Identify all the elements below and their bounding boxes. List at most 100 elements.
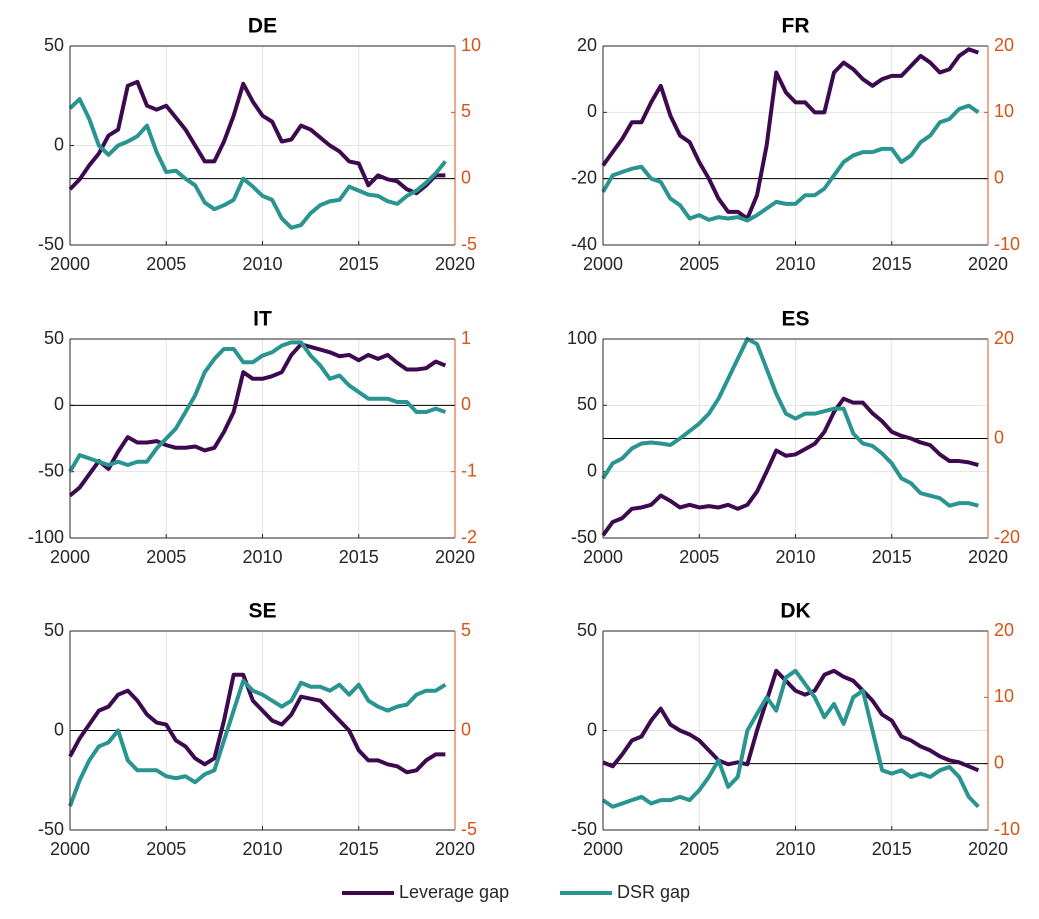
x-tick-label: 2020 — [435, 254, 475, 274]
series-line — [68, 340, 447, 473]
panel-title: IT — [253, 308, 272, 331]
x-tick-label: 2020 — [968, 839, 1008, 859]
y-tick-label: 50 — [44, 35, 64, 55]
series-line — [601, 103, 980, 223]
x-tick-label: 2000 — [583, 254, 623, 274]
x-tick-label: 2005 — [679, 547, 719, 567]
y-tick-label: -50 — [571, 819, 597, 839]
x-tick-label: 2015 — [872, 547, 912, 567]
panel-title: ES — [781, 308, 809, 331]
x-tick-label: 2010 — [775, 547, 815, 567]
x-tick-label: 2020 — [435, 839, 475, 859]
x-tick-label: 2015 — [872, 839, 912, 859]
panel: IT 2000 2005 2010 2015 2020 -100 -50 0 50 -2 -1 0 1 — [28, 308, 477, 567]
y2-tick-label: 10 — [994, 686, 1014, 706]
y-tick-label: -100 — [28, 527, 64, 547]
y-tick-label: 50 — [577, 620, 597, 640]
y2-tick-label: 20 — [994, 620, 1014, 640]
y-tick-label: -50 — [38, 819, 64, 839]
y-tick-label: 0 — [54, 719, 64, 739]
series-line — [601, 47, 980, 221]
x-tick-label: 2005 — [679, 254, 719, 274]
y-tick-label: 0 — [587, 719, 597, 739]
y2-tick-label: -1 — [461, 460, 477, 480]
y-tick-label: 0 — [54, 394, 64, 414]
y2-tick-label: -5 — [461, 819, 477, 839]
x-tick-label: 2000 — [50, 839, 90, 859]
x-tick-label: 2020 — [968, 254, 1008, 274]
x-tick-label: 2010 — [775, 254, 815, 274]
y2-tick-label: 0 — [994, 167, 1004, 187]
y2-tick-label: -20 — [994, 527, 1020, 547]
y2-tick-label: 0 — [461, 719, 471, 739]
y-tick-label: 50 — [44, 620, 64, 640]
y-tick-label: -50 — [38, 460, 64, 480]
y2-tick-label: 20 — [994, 328, 1014, 348]
x-tick-label: 2005 — [146, 254, 186, 274]
panel: DK 2000 2005 2010 2015 2020 -50 0 50 -10 0 10 20 — [571, 600, 1020, 859]
series-line — [601, 668, 980, 809]
y2-tick-label: 0 — [461, 167, 471, 187]
series-line — [68, 79, 446, 196]
panel: ES 2000 2005 2010 2015 2020 -50 0 50 100 -20 0 20 — [567, 308, 1020, 567]
series-line — [68, 678, 447, 807]
x-tick-label: 2015 — [339, 254, 379, 274]
legend-label: Leverage gap — [399, 882, 509, 902]
panel-title: FR — [782, 15, 810, 38]
series-line — [601, 337, 979, 508]
y2-tick-label: -10 — [994, 234, 1020, 254]
series-line — [68, 672, 446, 775]
x-tick-label: 2000 — [583, 839, 623, 859]
y-tick-label: 100 — [567, 328, 597, 348]
series-line — [602, 668, 980, 773]
series-line — [68, 97, 447, 230]
x-tick-label: 2010 — [775, 839, 815, 859]
x-tick-label: 2010 — [242, 547, 282, 567]
y-tick-label: 0 — [54, 134, 64, 154]
y2-tick-label: 5 — [461, 620, 471, 640]
y-tick-label: 50 — [577, 394, 597, 414]
panel-title: SE — [248, 600, 276, 623]
y2-tick-label: -2 — [461, 527, 477, 547]
panel: FR 2000 2005 2010 2015 2020 -40 -20 0 20 -10 0 10 20 — [571, 15, 1020, 274]
y-tick-label: 20 — [577, 35, 597, 55]
series-line — [601, 396, 979, 537]
y2-tick-label: -10 — [994, 819, 1020, 839]
x-tick-label: 2010 — [242, 839, 282, 859]
x-tick-label: 2005 — [146, 839, 186, 859]
y2-tick-label: 1 — [461, 328, 471, 348]
y-tick-label: -20 — [571, 167, 597, 187]
y-tick-label: -50 — [571, 527, 597, 547]
y-tick-label: -50 — [38, 234, 64, 254]
x-tick-label: 2000 — [50, 547, 90, 567]
y2-tick-label: 10 — [461, 35, 481, 55]
y2-tick-label: 0 — [994, 752, 1004, 772]
x-tick-label: 2020 — [435, 547, 475, 567]
panel-title: DK — [780, 600, 810, 623]
x-tick-label: 2005 — [679, 839, 719, 859]
y2-tick-label: 0 — [994, 427, 1004, 447]
x-tick-label: 2015 — [339, 547, 379, 567]
x-tick-label: 2000 — [583, 547, 623, 567]
legend-label: DSR gap — [617, 882, 690, 902]
panel-title: DE — [248, 15, 277, 38]
y-tick-label: 0 — [587, 101, 597, 121]
legend: Leverage gap DSR gap — [342, 882, 690, 902]
x-tick-label: 2015 — [339, 839, 379, 859]
y2-tick-label: 20 — [994, 35, 1014, 55]
series-line — [68, 342, 447, 498]
y2-tick-label: 0 — [461, 394, 471, 414]
y-tick-label: -40 — [571, 234, 597, 254]
y2-tick-label: 5 — [461, 101, 471, 121]
x-tick-label: 2000 — [50, 254, 90, 274]
x-tick-label: 2015 — [872, 254, 912, 274]
x-tick-label: 2005 — [146, 547, 186, 567]
y-tick-label: 0 — [587, 460, 597, 480]
x-tick-label: 2020 — [968, 547, 1008, 567]
x-tick-label: 2010 — [242, 254, 282, 274]
y2-tick-label: 10 — [994, 101, 1014, 121]
y2-tick-label: -5 — [461, 234, 477, 254]
